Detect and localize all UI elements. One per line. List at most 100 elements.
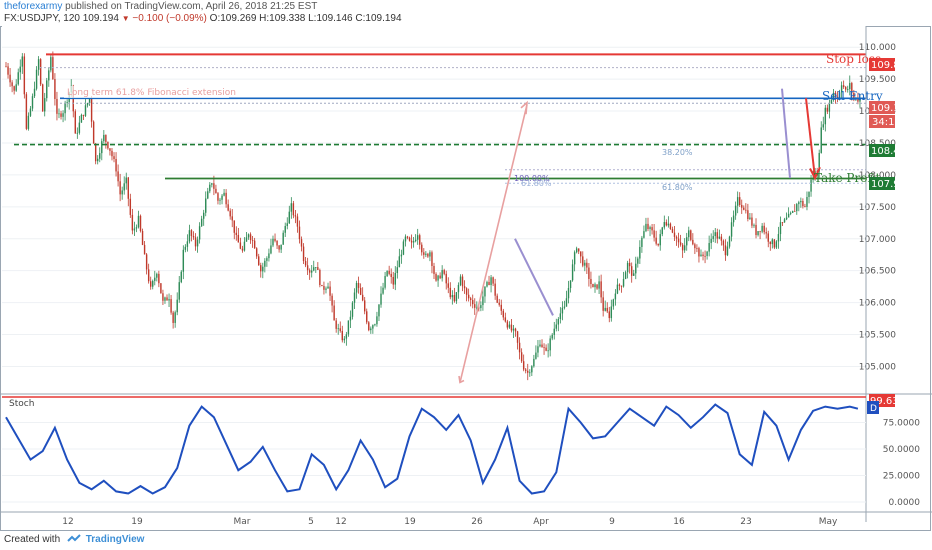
candle-body	[663, 222, 666, 228]
candle-body	[384, 276, 386, 288]
countdown-value: 34:16	[872, 117, 901, 128]
candle-body	[62, 113, 64, 117]
symbol-label: FX:USDJPY, 120	[4, 13, 80, 24]
tradingview-brand-link[interactable]: TradingView	[85, 534, 145, 545]
price-chart[interactable]: 110.000109.500109.000108.500108.000107.5…	[0, 0, 932, 531]
candle-body	[392, 276, 394, 285]
candle-body	[853, 92, 855, 99]
candle-body	[553, 328, 555, 335]
candle-body	[567, 288, 570, 299]
price-tick-label: 110.000	[859, 43, 896, 53]
candle-body	[492, 277, 494, 284]
candle-body	[48, 70, 50, 81]
candle-body	[796, 204, 798, 212]
candle-body	[757, 231, 759, 236]
candle-body	[162, 293, 164, 301]
candle-body	[810, 179, 812, 192]
candle-body	[262, 266, 264, 272]
candle-body	[698, 248, 700, 257]
low-value: L:109.146	[308, 13, 353, 24]
candle-body	[313, 267, 315, 271]
candle-body	[478, 307, 480, 309]
candle-body	[188, 230, 191, 242]
price-tick-label: 107.000	[859, 235, 896, 245]
candle-body	[378, 304, 380, 317]
candle-body	[251, 240, 254, 241]
candle-body	[215, 188, 217, 194]
candle-body	[284, 226, 286, 233]
candle-body	[288, 211, 291, 224]
candle-body	[361, 294, 364, 301]
candle-body	[608, 311, 610, 319]
candle-body	[779, 222, 782, 235]
candle-body	[294, 215, 297, 217]
price-pane-bg	[2, 26, 866, 394]
candle-body	[626, 262, 629, 273]
candle-body	[714, 232, 716, 237]
candle-body	[555, 324, 557, 329]
candle-body	[60, 113, 62, 117]
candle-body	[616, 284, 619, 294]
stoch-title: Stoch	[9, 399, 34, 409]
candle-body	[33, 88, 36, 97]
candle-body	[343, 338, 346, 341]
candle-body	[17, 72, 19, 85]
candle-body	[669, 223, 672, 229]
candle-body	[716, 232, 719, 239]
candle-body	[182, 249, 185, 272]
candle-body	[700, 254, 702, 257]
candle-body	[543, 347, 545, 348]
created-with-text: Created with	[4, 534, 61, 545]
candle-body	[533, 358, 535, 367]
candle-body	[467, 294, 470, 299]
candle-body	[41, 84, 44, 112]
candle-body	[649, 227, 651, 230]
candle-body	[443, 270, 445, 274]
fib-extension-arrow	[459, 104, 528, 383]
candle-body	[645, 223, 647, 232]
candle-body	[614, 293, 617, 300]
candle-body	[127, 177, 129, 199]
fib-100-label: 100.00%	[514, 174, 550, 183]
candle-body	[647, 223, 649, 230]
candle-body	[125, 177, 127, 184]
candle-body	[266, 258, 268, 261]
candle-body	[237, 234, 240, 243]
candle-body	[694, 244, 696, 249]
candle-body	[205, 198, 207, 213]
fib-label-bg	[64, 86, 229, 98]
candle-body	[64, 102, 66, 114]
candle-body	[107, 141, 109, 149]
fib-618-label: 61.80%	[662, 183, 693, 192]
candle-body	[425, 253, 427, 255]
candle-body	[351, 302, 354, 317]
candle-body	[706, 251, 708, 257]
author-link[interactable]: theforexarmy	[4, 1, 63, 12]
candle-body	[331, 295, 333, 306]
candle-body	[639, 246, 641, 259]
candle-body	[653, 230, 655, 238]
candle-body	[143, 244, 146, 255]
candle-body	[789, 212, 792, 214]
chart-grid	[2, 26, 866, 394]
candle-body	[529, 372, 531, 374]
candle-body	[606, 307, 608, 312]
candle-body	[826, 107, 829, 112]
candle-body	[759, 231, 761, 232]
candle-body	[394, 273, 396, 285]
candle-body	[13, 86, 15, 91]
candle-body	[270, 245, 272, 254]
candle-body	[141, 231, 144, 245]
candle-body	[44, 98, 46, 112]
candle-body	[398, 256, 401, 268]
candle-body	[139, 215, 142, 232]
candle-body	[227, 204, 229, 211]
candle-body	[435, 273, 437, 281]
candle-body	[416, 235, 419, 240]
stochastic-pane: 75.0000 50.0000 25.0000 0.0000	[0, 393, 932, 508]
candle-body	[190, 230, 193, 236]
candle-body	[777, 234, 780, 242]
candle-body	[683, 245, 686, 251]
candle-body	[690, 230, 692, 240]
candle-body	[298, 226, 301, 240]
